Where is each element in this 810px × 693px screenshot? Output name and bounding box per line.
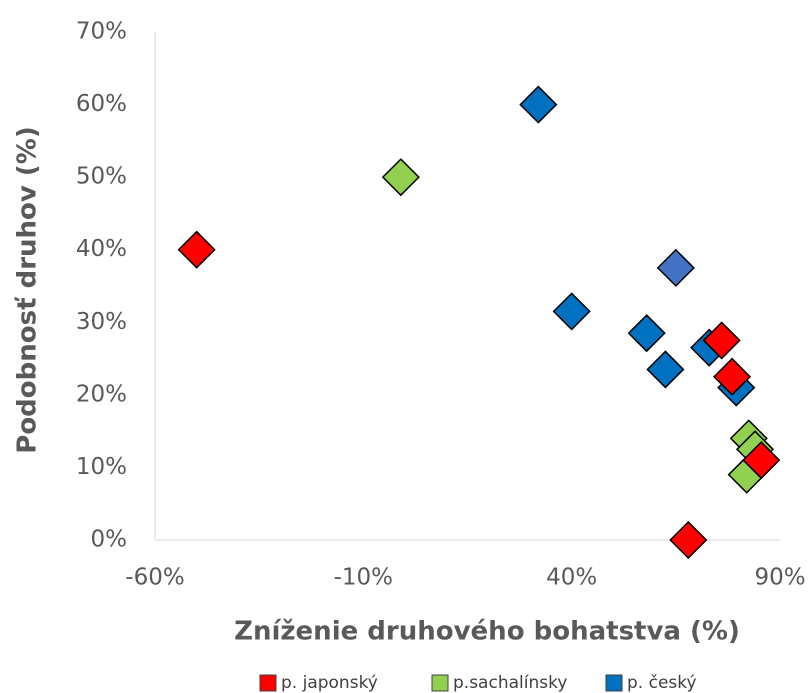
point — [669, 520, 708, 560]
point — [519, 85, 558, 124]
y-tick-label: 10% — [76, 454, 127, 480]
y-axis-title: Podobnosť druhov (%) — [13, 126, 43, 453]
x-tick-label: 40% — [546, 565, 597, 591]
legend-swatch — [605, 674, 623, 692]
point — [646, 350, 685, 389]
x-axis-title: Zníženie druhového bohatstva (%) — [234, 617, 740, 647]
y-tick-label: 50% — [76, 164, 127, 190]
point — [177, 230, 216, 269]
point — [742, 441, 781, 480]
x-tick-label: -60% — [125, 565, 184, 591]
y-tick-label: 70% — [76, 19, 127, 45]
point — [552, 292, 591, 331]
x-tick-label: -10% — [334, 565, 393, 591]
point — [702, 321, 741, 360]
legend-label: p. japonský — [281, 673, 378, 693]
legend-swatch — [259, 674, 277, 692]
point — [713, 357, 752, 396]
legend-label: p.sachalínsky — [453, 673, 567, 693]
legend-swatch — [431, 674, 449, 692]
y-tick-label: 60% — [76, 91, 127, 117]
legend-label: p. český — [627, 673, 697, 693]
x-tick-label: 90% — [754, 565, 805, 591]
y-tick-label: 30% — [76, 309, 127, 335]
y-tick-label: 0% — [91, 527, 128, 553]
y-tick-label: 20% — [76, 381, 127, 407]
point — [656, 248, 695, 287]
y-tick-label: 40% — [76, 236, 127, 262]
point — [381, 158, 420, 197]
point — [627, 314, 666, 353]
